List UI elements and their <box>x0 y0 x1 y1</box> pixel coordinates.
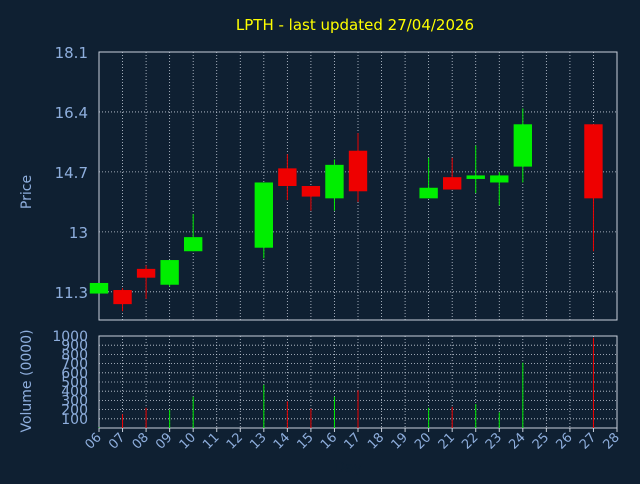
candle-body <box>325 164 344 199</box>
candle-24 <box>513 108 533 183</box>
price-tick-label: 18.1 <box>55 44 88 62</box>
candle-body <box>136 268 156 278</box>
day-tick-label: 26 <box>553 430 575 452</box>
candle-07 <box>113 288 132 312</box>
day-tick-label: 16 <box>318 430 340 452</box>
price-tick-label: 16.4 <box>55 104 88 122</box>
candle-body <box>348 150 368 192</box>
volume-axis-label: Volume (0000) <box>19 329 35 432</box>
price-tick-label: 14.7 <box>55 164 88 182</box>
volume-tick-label: 100 <box>61 412 88 428</box>
day-tick-label: 17 <box>342 430 364 452</box>
day-tick-label: 11 <box>200 430 222 452</box>
day-axis: 06 07 08 09 10 11 12 13 14 15 16 17 18 19 20 21 22 23 24 25… <box>83 428 623 453</box>
day-tick-label: 25 <box>530 430 552 452</box>
day-tick-label: 06 <box>83 430 105 452</box>
candle-body <box>278 168 297 186</box>
candle-body <box>89 282 109 294</box>
candle-20 <box>419 157 438 199</box>
candle-17 <box>348 133 368 202</box>
volume-tick-label: 1000 <box>52 329 88 345</box>
day-tick-label: 22 <box>459 430 481 452</box>
day-tick-label: 28 <box>601 430 623 452</box>
candle-09 <box>160 260 179 287</box>
day-axis-label: Day <box>334 460 362 476</box>
day-tick-label: 24 <box>506 430 528 452</box>
candle-body <box>513 124 533 167</box>
price-tick-label: 13 <box>69 224 88 242</box>
day-tick-label: 07 <box>106 430 128 452</box>
day-tick-label: 21 <box>436 430 458 452</box>
day-tick-label: 10 <box>177 430 199 452</box>
price-panel: 11.3 13 14.7 16.4 18.1 <box>55 44 618 321</box>
candle-body <box>183 237 203 252</box>
candle-14 <box>278 154 297 201</box>
candle-body <box>466 175 485 179</box>
volume-tick-label: 500 <box>61 375 88 391</box>
day-tick-label: 13 <box>247 430 269 452</box>
volume-tick-label: 800 <box>61 347 88 363</box>
candle-22 <box>466 145 485 194</box>
volume-tick-label: 400 <box>61 384 88 400</box>
day-tick-label: 20 <box>412 430 434 452</box>
day-tick-label: 14 <box>271 430 293 452</box>
volume-tick-label: 300 <box>61 393 88 409</box>
candle-21 <box>442 157 462 190</box>
candle-15 <box>301 186 321 211</box>
day-tick-label: 27 <box>577 430 599 452</box>
volume-tick-label: 200 <box>61 403 88 419</box>
candle-27 <box>584 124 603 252</box>
candle-body <box>160 260 179 285</box>
candle-body <box>113 290 132 305</box>
candle-body <box>584 124 603 199</box>
candle-body <box>419 187 438 199</box>
candle-08 <box>136 265 156 299</box>
day-tick-label: 15 <box>294 430 316 452</box>
day-tick-label: 12 <box>224 430 246 452</box>
candle-10 <box>183 214 203 252</box>
day-tick-label: 23 <box>483 430 505 452</box>
candle-body <box>301 186 321 197</box>
candle-body <box>254 182 274 248</box>
day-tick-label: 09 <box>153 430 175 452</box>
price-tick-label: 11.3 <box>55 284 88 302</box>
price-axis-label: Price <box>19 175 35 209</box>
candle-23 <box>490 171 509 206</box>
candle-body <box>442 177 462 190</box>
candle-13 <box>254 182 274 259</box>
day-tick-label: 08 <box>130 430 152 452</box>
day-tick-label: 18 <box>365 430 387 452</box>
volume-tick-label: 600 <box>61 366 88 382</box>
chart-title: LPTH - last updated 27/04/2026 <box>236 16 474 34</box>
day-tick-label: 19 <box>389 430 411 452</box>
volume-tick-label: 900 <box>61 338 88 354</box>
volume-tick-label: 700 <box>61 357 88 373</box>
candle-body <box>490 175 509 183</box>
candle-06 <box>89 282 109 294</box>
candle-16 <box>325 159 344 211</box>
